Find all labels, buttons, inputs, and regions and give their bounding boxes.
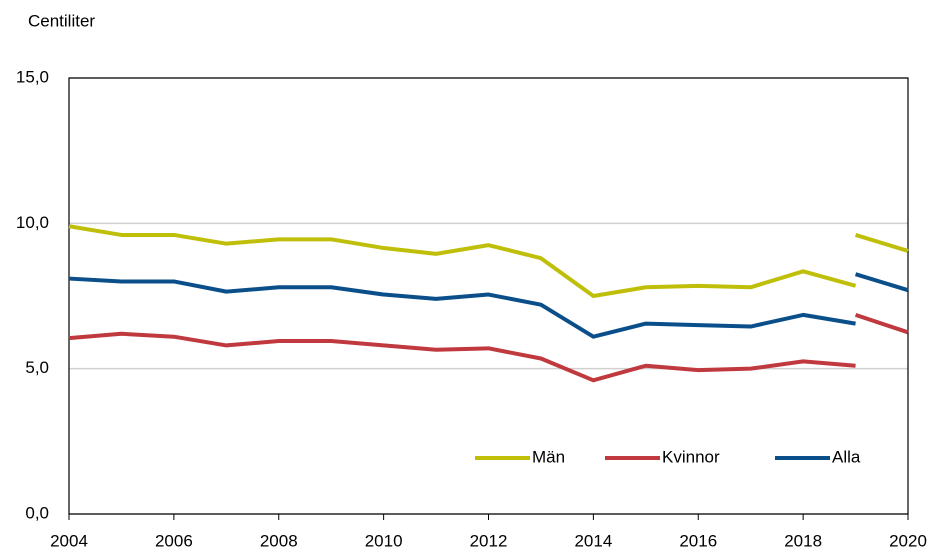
- y-tick-label: 0,0: [25, 503, 49, 522]
- legend-label: Kvinnor: [662, 447, 720, 466]
- legend-label: Män: [532, 447, 565, 466]
- y-axis-label: Centiliter: [28, 11, 95, 30]
- x-tick-label: 2016: [679, 531, 717, 550]
- y-tick-label: 10,0: [16, 213, 49, 232]
- x-tick-label: 2018: [784, 531, 822, 550]
- series-line: [68, 312, 909, 383]
- x-tick-label: 2010: [365, 531, 403, 550]
- x-tick-label: 2006: [155, 531, 193, 550]
- legend-label: Alla: [832, 447, 861, 466]
- x-tick-label: 2014: [574, 531, 612, 550]
- x-tick-label: 2012: [470, 531, 508, 550]
- series-line: [68, 224, 909, 298]
- y-tick-label: 15,0: [16, 67, 49, 86]
- x-tick-label: 2008: [260, 531, 298, 550]
- y-tick-label: 5,0: [25, 358, 49, 377]
- x-tick-label: 2020: [889, 531, 927, 550]
- x-tick-label: 2004: [50, 531, 88, 550]
- series-line: [68, 272, 909, 339]
